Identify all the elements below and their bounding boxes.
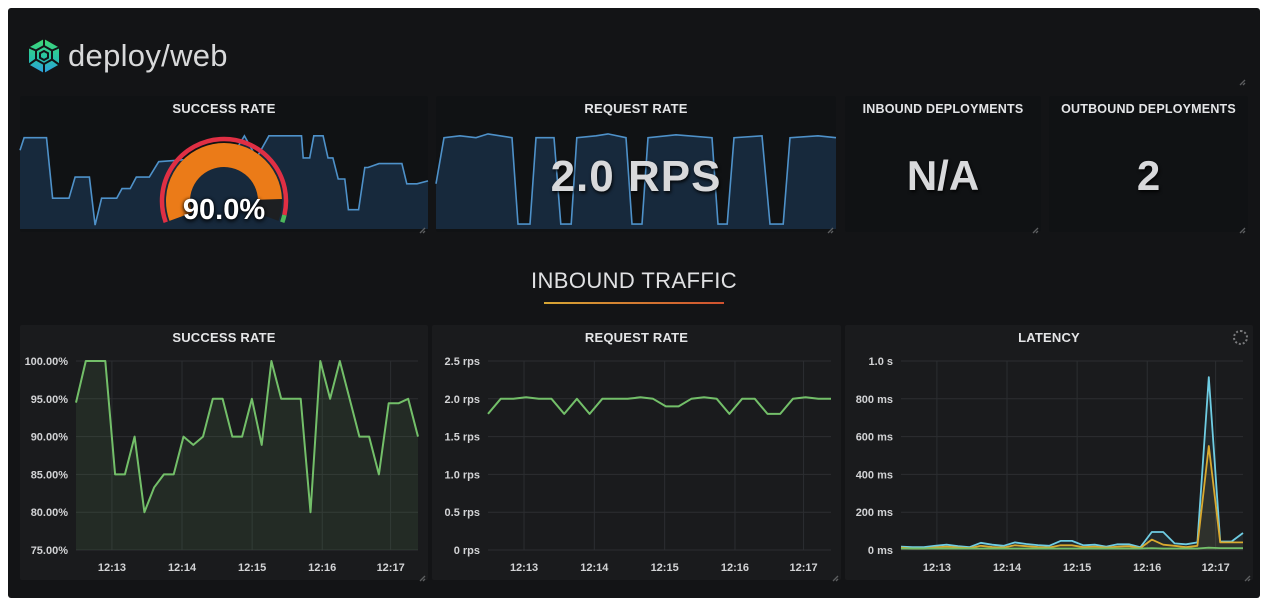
deis-logo-icon	[26, 38, 62, 74]
panel-title-outbound-deployments[interactable]: OUTBOUND DEPLOYMENTS	[1061, 102, 1236, 116]
panel-inbound-deployments: INBOUND DEPLOYMENTS N/A	[845, 96, 1041, 234]
panel-resize-handle[interactable]	[417, 569, 426, 582]
success-rate-chart[interactable]: 75.00% 80.00% 85.00% 90.00% 95.00% 100.00% 12:…	[20, 351, 428, 578]
svg-text:1.0 rps: 1.0 rps	[445, 469, 480, 481]
svg-text:12:17: 12:17	[377, 562, 405, 574]
panel-success-rate-chart: SUCCESS RATE 75.00% 80.00% 85.00% 90.00% 95.…	[20, 325, 428, 582]
panel-title-success-rate-stat[interactable]: SUCCESS RATE	[172, 101, 276, 116]
panel-resize-handle[interactable]	[1237, 73, 1246, 86]
panel-title-success-rate-chart[interactable]: SUCCESS RATE	[172, 330, 276, 345]
svg-text:12:17: 12:17	[1202, 562, 1230, 574]
panel-title-request-rate-stat[interactable]: REQUEST RATE	[584, 101, 688, 116]
svg-text:12:13: 12:13	[510, 562, 538, 574]
svg-text:12:16: 12:16	[308, 562, 336, 574]
panel-success-rate-stat: SUCCESS RATE 90.0%	[19, 96, 429, 234]
svg-text:0 rps: 0 rps	[454, 545, 480, 557]
success-rate-gauge-value: 90.0%	[182, 194, 266, 226]
panel-title-inbound-deployments[interactable]: INBOUND DEPLOYMENTS	[862, 102, 1024, 116]
svg-text:12:13: 12:13	[98, 562, 126, 574]
svg-text:95.00%: 95.00%	[31, 394, 69, 406]
request-rate-sparkline[interactable]	[435, 128, 837, 229]
panel-resize-handle[interactable]	[1030, 221, 1039, 234]
panel-request-rate-stat: REQUEST RATE 2.0 RPS	[435, 96, 837, 234]
inbound-deployments-value: N/A	[906, 152, 980, 199]
loading-spinner-icon	[1233, 330, 1248, 345]
svg-text:12:13: 12:13	[923, 562, 951, 574]
svg-text:100.00%: 100.00%	[25, 356, 69, 368]
svg-text:85.00%: 85.00%	[31, 469, 69, 481]
request-rate-chart[interactable]: 0 rps 0.5 rps 1.0 rps 1.5 rps 2.0 rps 2.5 rps…	[432, 351, 841, 578]
row-title[interactable]: INBOUND TRAFFIC	[530, 268, 738, 293]
svg-text:12:15: 12:15	[1063, 562, 1091, 574]
panel-resize-handle[interactable]	[1237, 221, 1246, 234]
row-header-inbound-traffic: INBOUND TRAFFIC	[8, 268, 1260, 304]
panel-resize-handle[interactable]	[825, 221, 834, 234]
svg-text:0 ms: 0 ms	[868, 545, 893, 557]
svg-text:1.0 s: 1.0 s	[869, 356, 893, 368]
svg-text:12:15: 12:15	[651, 562, 679, 574]
dashboard-header-panel: deploy/web	[20, 28, 1248, 86]
svg-text:12:14: 12:14	[580, 562, 609, 574]
svg-text:80.00%: 80.00%	[31, 507, 69, 519]
panel-request-rate-chart: REQUEST RATE 0 rps 0.5 rps 1.0 rps 1.5 rps 2…	[432, 325, 841, 582]
svg-text:200 ms: 200 ms	[856, 507, 893, 519]
svg-text:12:14: 12:14	[168, 562, 197, 574]
svg-text:600 ms: 600 ms	[856, 432, 893, 444]
panel-outbound-deployments: OUTBOUND DEPLOYMENTS 2	[1049, 96, 1248, 234]
outbound-deployments-value: 2	[1136, 152, 1161, 199]
row-title-underline	[544, 302, 724, 304]
panel-title-request-rate-chart[interactable]: REQUEST RATE	[584, 330, 689, 345]
svg-text:12:14: 12:14	[993, 562, 1022, 574]
latency-chart[interactable]: 0 ms 200 ms 400 ms 600 ms 800 ms 1.0 s 12:13 12…	[845, 351, 1253, 578]
svg-text:12:16: 12:16	[1133, 562, 1161, 574]
svg-text:90.00%: 90.00%	[31, 432, 69, 444]
svg-text:1.5 rps: 1.5 rps	[445, 432, 480, 444]
panel-resize-handle[interactable]	[417, 221, 426, 234]
svg-text:75.00%: 75.00%	[31, 545, 69, 557]
svg-text:2.0 rps: 2.0 rps	[445, 394, 480, 406]
svg-text:0.5 rps: 0.5 rps	[445, 507, 480, 519]
svg-text:12:15: 12:15	[238, 562, 266, 574]
panel-title-latency-chart[interactable]: LATENCY	[1018, 330, 1080, 345]
svg-text:800 ms: 800 ms	[856, 394, 893, 406]
svg-text:12:17: 12:17	[789, 562, 817, 574]
dashboard-title: deploy/web	[68, 38, 228, 73]
dashboard: deploy/web SUCCESS RATE 90.0% REQUEST RA…	[8, 8, 1260, 598]
panel-latency-chart: LATENCY 0 ms 200 ms 400 ms 600 ms 800 ms 1.0 …	[845, 325, 1253, 582]
panel-resize-handle[interactable]	[1242, 569, 1251, 582]
svg-text:12:16: 12:16	[721, 562, 749, 574]
svg-text:2.5 rps: 2.5 rps	[445, 356, 480, 368]
svg-text:400 ms: 400 ms	[856, 469, 893, 481]
success-rate-gauge	[144, 136, 304, 233]
panel-resize-handle[interactable]	[830, 569, 839, 582]
request-rate-value: 2.0 RPS	[550, 152, 722, 201]
